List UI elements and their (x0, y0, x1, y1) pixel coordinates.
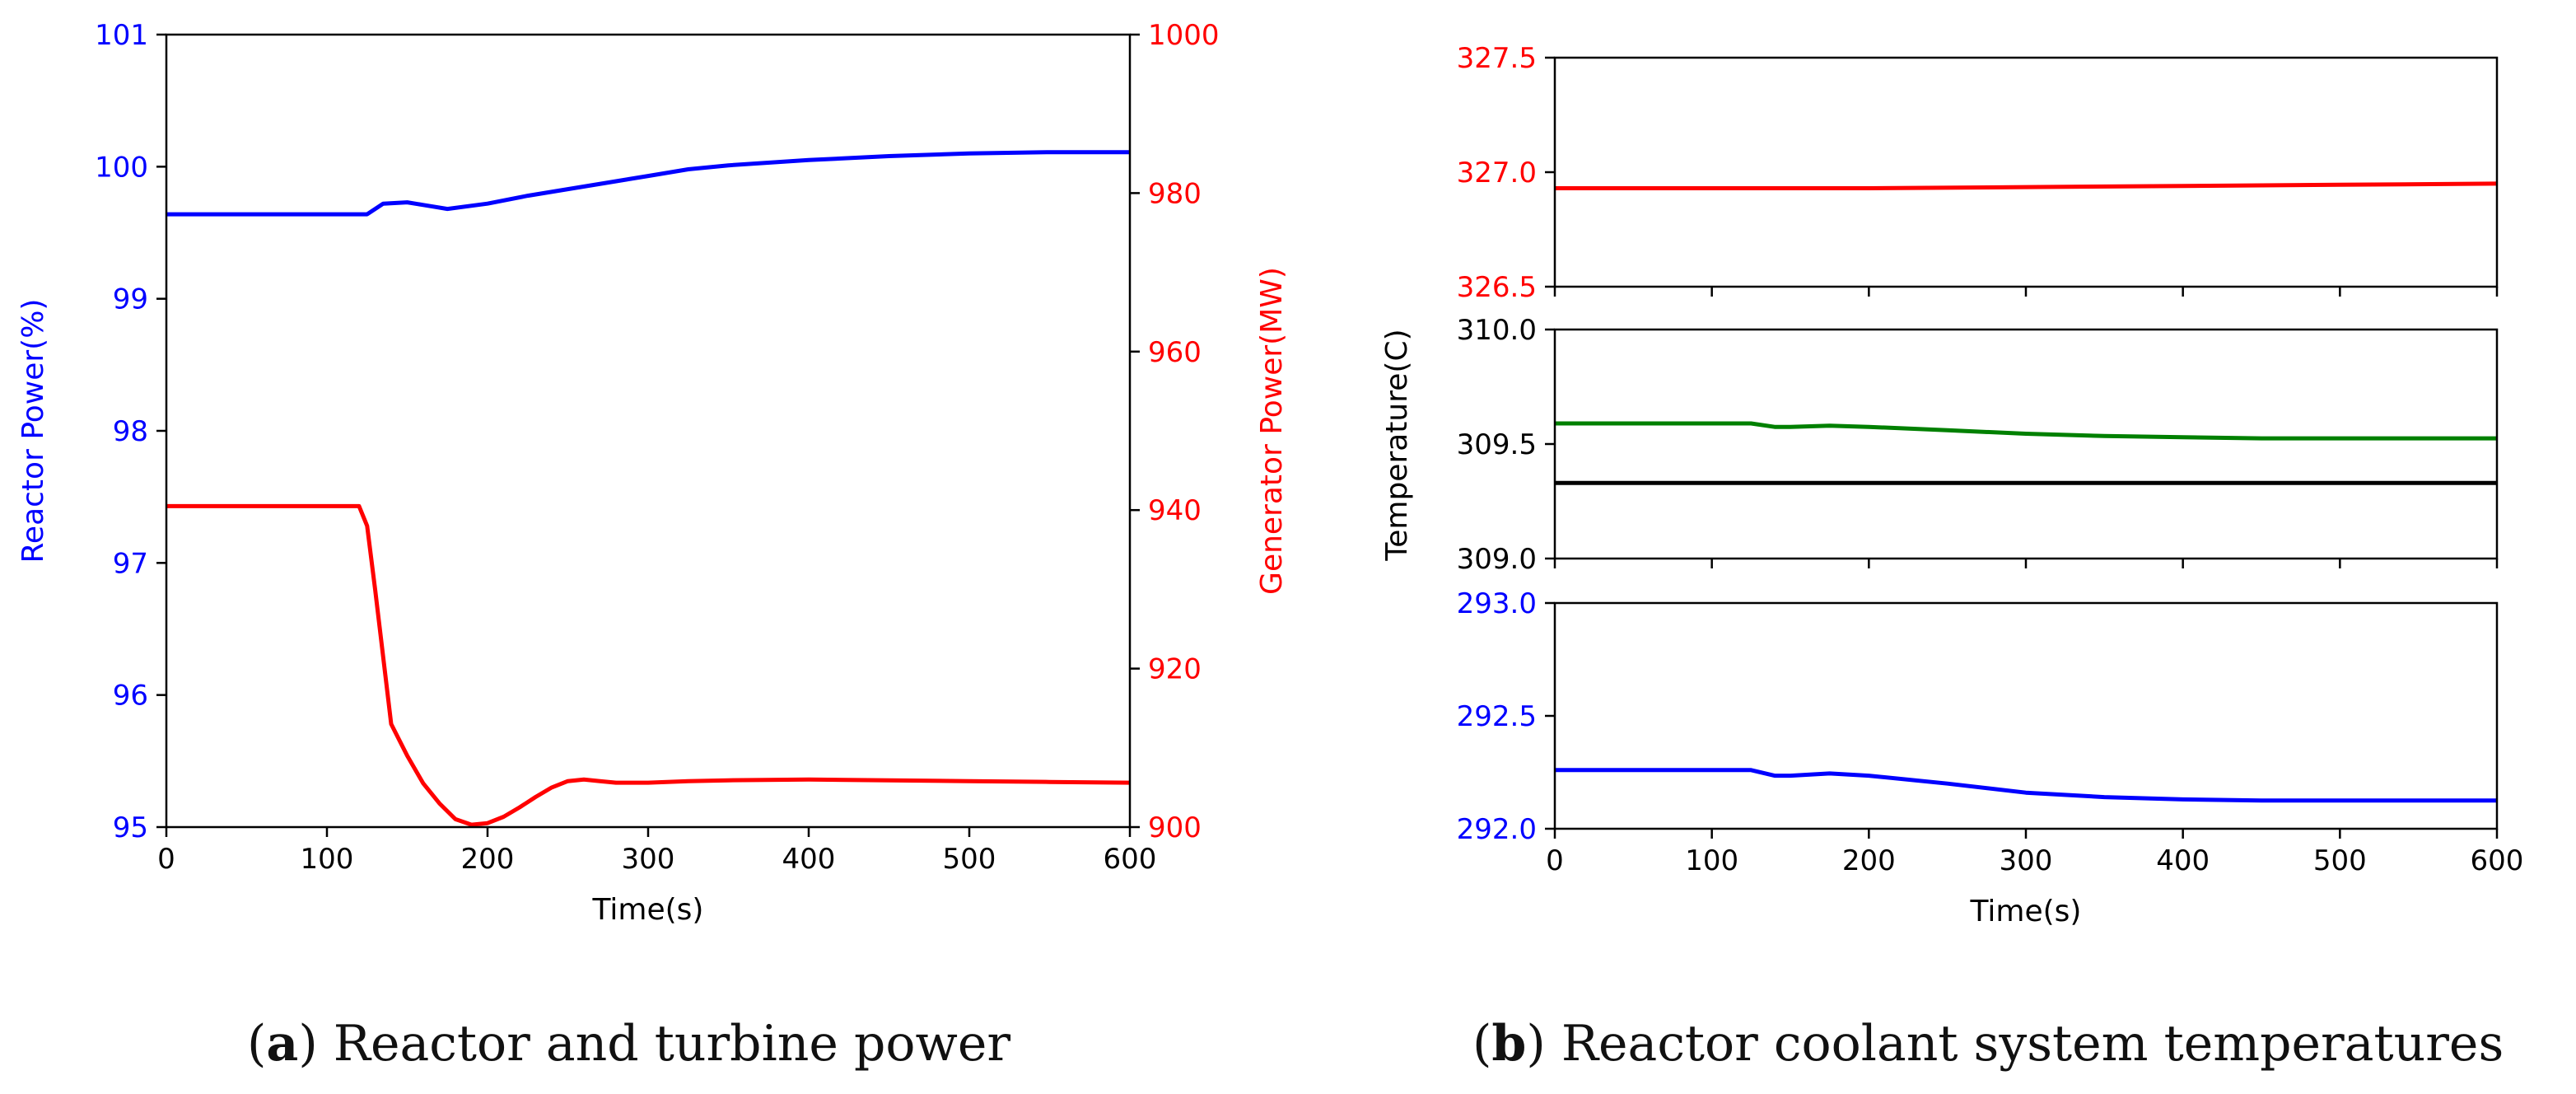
series-line-generator-power (166, 503, 1131, 827)
x-tick-label-a: 500 (943, 843, 996, 876)
right-y-tick-label: 980 (1148, 177, 1202, 210)
right-y-tick-label: 900 (1148, 811, 1202, 844)
series-line-lower-temperature (1555, 768, 2497, 803)
caption-a: (a) Reactor and turbine power (247, 1015, 1011, 1073)
right-y-tick-label: 1000 (1148, 19, 1220, 52)
chart-b-coolant-temperatures: 326.5 327.0 327.5 309.0 309.5 310.0 292.0 292.5… (1380, 42, 2523, 928)
left-y-tick-label: 97 (113, 547, 148, 580)
y-axis-title-b: Temperature(C) (1380, 329, 1414, 561)
x-axis-title-a: Time(s) (592, 893, 704, 927)
y-tick-label-b: 292.5 (1457, 700, 1537, 733)
y-tick-label-b: 292.0 (1457, 813, 1537, 846)
y-tick-label-b: 309.0 (1457, 543, 1537, 576)
series-line-average-temperature (1555, 421, 2497, 441)
plot-frame-b-panel-3 (1553, 601, 2499, 830)
x-tick-label-b: 500 (2313, 844, 2367, 877)
x-tick-label-b: 300 (2000, 844, 2053, 877)
y-tick-label-b: 309.5 (1457, 428, 1537, 461)
series-line-reactor-power (166, 150, 1130, 217)
left-y-axis-title: Reactor Power(%) (16, 299, 50, 563)
caption-a-text: Reactor and turbine power (317, 1015, 1011, 1073)
caption-b: (b) Reactor coolant system temperatures (1472, 1015, 2504, 1073)
left-y-tick-label: 100 (95, 151, 148, 184)
x-axis-title-b: Time(s) (1970, 895, 2082, 928)
right-y-tick-label: 940 (1148, 494, 1202, 527)
right-y-tick-label: 960 (1148, 336, 1202, 369)
x-tick-label-b: 600 (2471, 844, 2524, 877)
x-tick-label-b: 0 (1546, 844, 1564, 877)
x-tick-label-a: 400 (782, 843, 836, 876)
y-tick-label-b: 327.0 (1457, 157, 1537, 189)
chart-a-reactor-turbine-power: 0 100 200 300 400 500 600 Time(s) 95 96 97 98 99 100 1… (16, 19, 1289, 927)
x-tick-label-a: 0 (157, 843, 175, 876)
x-tick-label-a: 200 (461, 843, 515, 876)
left-y-tick-label: 101 (95, 19, 148, 52)
left-y-tick-label: 98 (113, 415, 148, 448)
y-tick-label-b: 326.5 (1457, 271, 1537, 304)
right-y-axis-title: Generator Power(MW) (1255, 267, 1289, 595)
x-tick-label-b: 100 (1685, 844, 1738, 877)
x-tick-label-a: 600 (1104, 843, 1157, 876)
x-tick-label-b: 400 (2156, 844, 2210, 877)
plot-frame-b-panel-1 (1553, 56, 2499, 288)
x-tick-label-b: 200 (1842, 844, 1896, 877)
left-y-tick-label: 99 (113, 283, 148, 316)
x-tick-label-a: 100 (301, 843, 354, 876)
right-y-tick-label: 920 (1148, 653, 1202, 686)
caption-b-text: Reactor coolant system temperatures (1545, 1015, 2504, 1073)
caption-a-letter: a (266, 1015, 299, 1073)
y-tick-label-b: 310.0 (1457, 314, 1537, 347)
plot-frame-b-panel-2 (1553, 328, 2499, 560)
series-line-upper-temperature (1555, 181, 2498, 190)
caption-b-letter: b (1491, 1015, 1527, 1073)
y-tick-label-b: 327.5 (1457, 42, 1537, 75)
y-tick-label-b: 293.0 (1457, 587, 1537, 620)
left-y-tick-label: 95 (113, 811, 148, 844)
left-y-tick-label: 96 (113, 680, 148, 713)
x-tick-label-a: 300 (622, 843, 675, 876)
